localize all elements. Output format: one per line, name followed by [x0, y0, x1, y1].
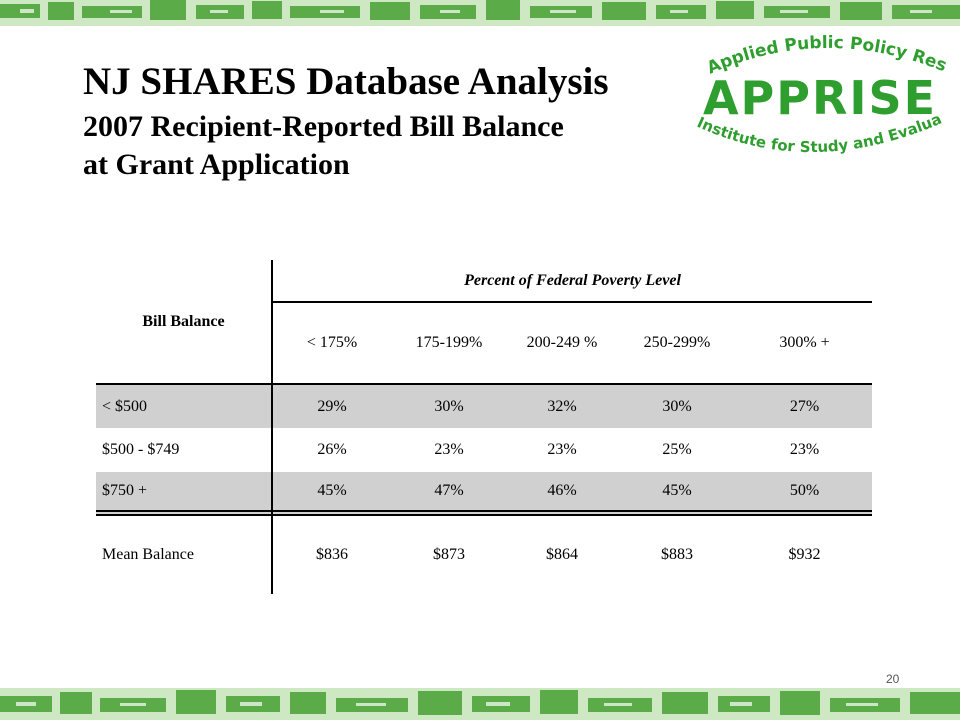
title-line-2: 2007 Recipient-Reported Bill Balance — [83, 110, 564, 143]
table-cell: 27% — [789, 397, 820, 415]
title-line-1: NJ SHARES Database Analysis — [83, 60, 609, 103]
top-decorative-banner — [0, 0, 960, 26]
header-bottom-border — [96, 383, 872, 385]
table-cell: 45% — [662, 482, 692, 499]
table-cell: 26% — [317, 441, 347, 458]
column-header: < 175% — [306, 334, 358, 351]
table-cell: 29% — [317, 397, 347, 415]
group-header: Percent of Federal Poverty Level — [464, 272, 681, 289]
column-header: 250-299% — [643, 334, 711, 351]
table-cell: 50% — [789, 482, 820, 499]
apprise-logo: Applied Public Policy Research APPRISE I… — [676, 15, 954, 180]
row-header-divider — [271, 260, 273, 594]
mean-cell: $864 — [546, 546, 578, 563]
double-rule-bottom — [96, 514, 872, 516]
slide-title: NJ SHARES Database Analysis 2007 Recipie… — [83, 60, 609, 184]
double-rule-top — [96, 510, 872, 512]
logo-main-text: APPRISE — [703, 71, 937, 125]
page-number: 20 — [886, 672, 900, 686]
mean-cell: $873 — [433, 546, 465, 563]
table-cell: 23% — [789, 441, 820, 458]
table-cell: 32% — [547, 397, 577, 415]
table-cell: 46% — [547, 482, 577, 499]
column-header: 300% + — [779, 334, 830, 351]
shaded-row-3 — [96, 472, 872, 514]
table-cell: 23% — [547, 441, 577, 458]
row-label: $750 + — [102, 482, 148, 499]
column-header: 200-249 % — [526, 334, 598, 351]
shaded-row-1 — [96, 384, 872, 428]
table-cell: 25% — [662, 441, 692, 458]
mean-row-label: Mean Balance — [102, 546, 194, 563]
mean-cell: $932 — [788, 546, 821, 563]
mean-cell: $836 — [316, 546, 348, 563]
table-cell: 47% — [434, 482, 464, 499]
poverty-level-table: Bill Balance Percent of Federal Poverty … — [96, 260, 872, 594]
table-cell: 30% — [662, 397, 692, 415]
table-cell: 30% — [434, 397, 464, 415]
row-header-label: Bill Balance — [142, 313, 225, 330]
row-label: $500 - $749 — [102, 441, 180, 458]
bottom-decorative-banner — [0, 688, 960, 720]
table-cell: 45% — [317, 482, 347, 499]
mean-cell: $883 — [661, 546, 693, 563]
column-header: 175-199% — [415, 334, 483, 351]
title-line-3: at Grant Application — [83, 148, 350, 181]
row-label: < $500 — [102, 397, 148, 415]
table-cell: 23% — [434, 441, 464, 458]
group-header-divider — [272, 301, 872, 303]
